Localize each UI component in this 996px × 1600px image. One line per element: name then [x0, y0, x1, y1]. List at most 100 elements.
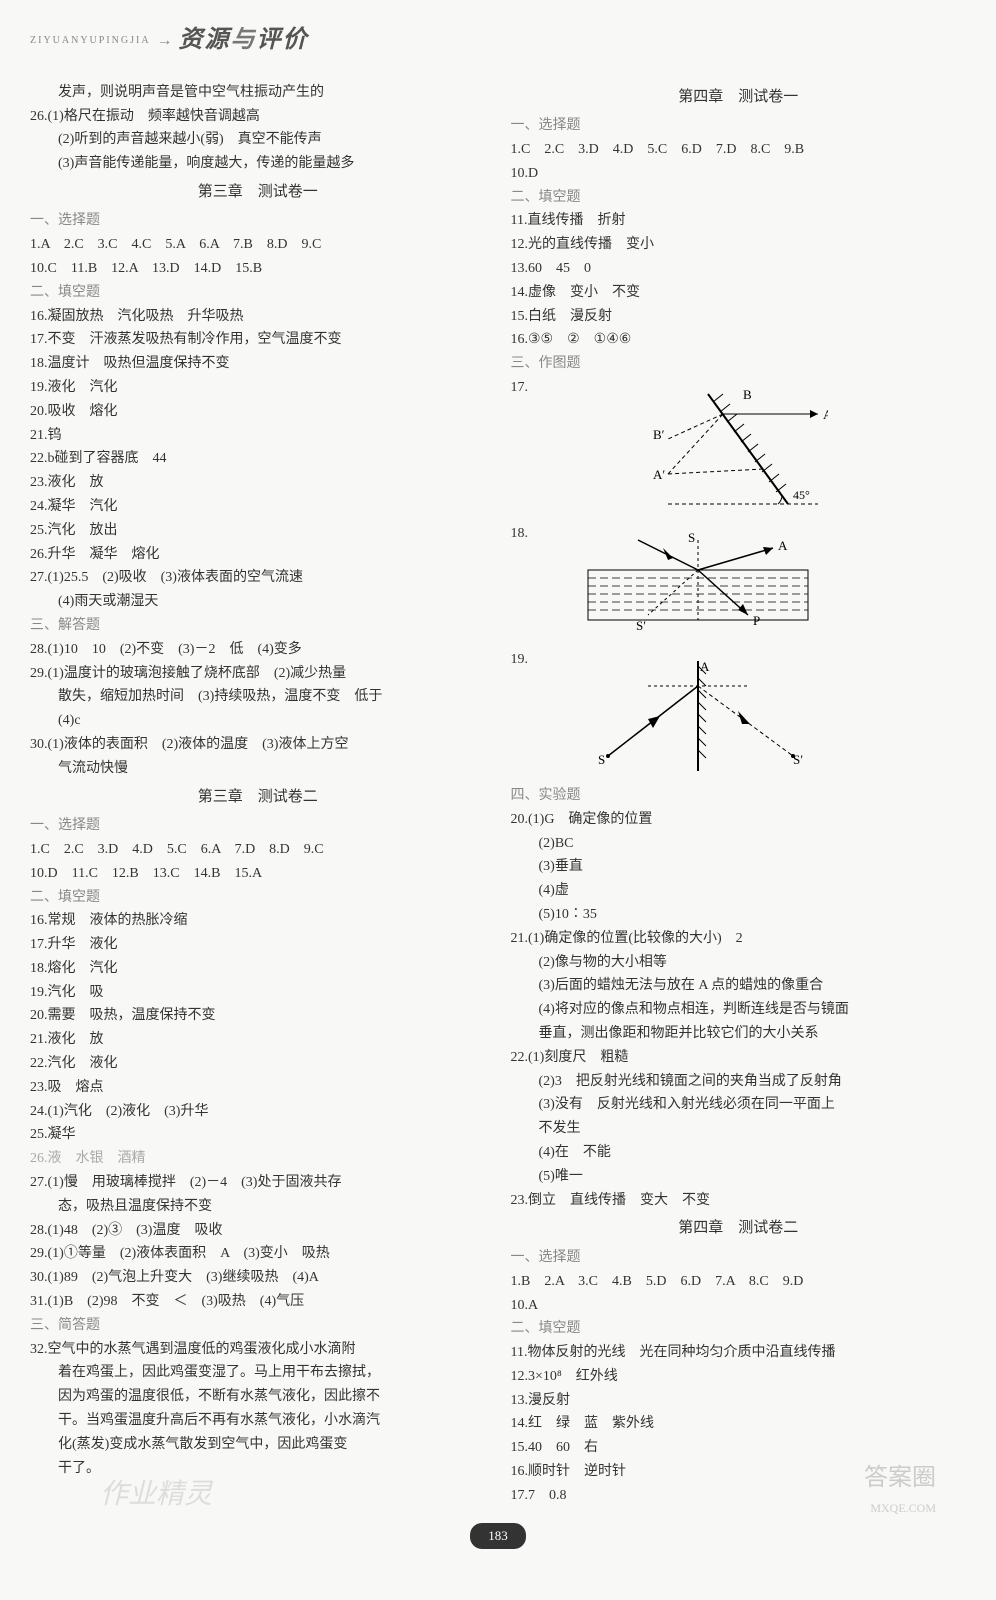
- answer-line: 化(蒸发)变成水蒸气散发到空气中，因此鸡蛋变: [30, 1433, 486, 1457]
- section-label: 四、实验题: [511, 784, 967, 808]
- answer-line: 18.熔化 汽化: [30, 957, 486, 981]
- answer-line: (5)唯一: [511, 1165, 967, 1189]
- answer-line: 23.倒立 直线传播 变大 不变: [511, 1189, 967, 1213]
- answer-line: 10.D 11.C 12.B 13.C 14.B 15.A: [30, 862, 486, 886]
- section-label: 一、选择题: [511, 114, 967, 138]
- diagram-label: 19.: [511, 648, 529, 672]
- svg-text:A′: A′: [653, 467, 665, 482]
- diagram-19: A S S′: [568, 656, 828, 776]
- text-line: (3)声音能传递能量，响度越大，传递的能量越多: [30, 152, 486, 176]
- svg-text:P: P: [753, 613, 760, 628]
- answer-line: 1.B 2.A 3.C 4.B 5.D 6.D 7.A 8.C 9.D: [511, 1270, 967, 1294]
- answer-line: 1.A 2.C 3.C 4.C 5.A 6.A 7.B 8.D 9.C: [30, 233, 486, 257]
- arrow-icon: →: [157, 27, 173, 54]
- answer-line: 31.(1)B (2)98 不变 ＜ (3)吸热 (4)气压: [30, 1290, 486, 1314]
- answer-line: 10.C 11.B 12.A 13.D 14.D 15.B: [30, 257, 486, 281]
- answer-line: (4)虚: [511, 879, 967, 903]
- chapter-title: 第三章 测试卷一: [30, 180, 486, 206]
- answer-line: 17.不变 汗液蒸发吸热有制冷作用，空气温度不变: [30, 328, 486, 352]
- answer-line: (4)雨天或潮湿天: [30, 590, 486, 614]
- answer-line: (4)在 不能: [511, 1141, 967, 1165]
- answer-line: 散失，缩短加热时间 (3)持续吸热，温度不变 低于: [30, 685, 486, 709]
- page-header: ZIYUANYUPINGJIA → 资源与评价: [30, 20, 966, 66]
- intro-block: 发声，则说明声音是管中空气柱振动产生的 26.(1)格尺在振动 频率越快音调越高…: [30, 81, 486, 176]
- answer-line: 29.(1)温度计的玻璃泡接触了烧杯底部 (2)减少热量: [30, 662, 486, 686]
- answer-line: 干了。: [30, 1457, 486, 1481]
- answer-line: 21.(1)确定像的位置(比较像的大小) 2: [511, 927, 967, 951]
- answer-line: 15.40 60 右: [511, 1436, 967, 1460]
- answer-line: 21.液化 放: [30, 1028, 486, 1052]
- answer-line: 28.(1)10 10 (2)不变 (3)－2 低 (4)变多: [30, 638, 486, 662]
- answer-line: (2)像与物的大小相等: [511, 951, 967, 975]
- answer-line: (2)3 把反射光线和镜面之间的夹角当成了反射角: [511, 1070, 967, 1094]
- right-column: 第四章 测试卷一 一、选择题 1.C 2.C 3.D 4.D 5.C 6.D 7…: [511, 81, 967, 1508]
- answer-line: 12.光的直线传播 变小: [511, 233, 967, 257]
- diagram-label: 18.: [511, 522, 529, 546]
- answer-line: 30.(1)89 (2)气泡上升变大 (3)继续吸热 (4)A: [30, 1266, 486, 1290]
- svg-text:A: A: [823, 407, 828, 422]
- answer-line: 16.顺时针 逆时针: [511, 1460, 967, 1484]
- svg-text:B: B: [743, 387, 752, 402]
- answer-line: 1.C 2.C 3.D 4.D 5.C 6.D 7.D 8.C 9.B: [511, 138, 967, 162]
- answer-line: 16.常规 液体的热胀冷缩: [30, 909, 486, 933]
- page-badge: 183: [470, 1523, 526, 1549]
- answer-line: (3)垂直: [511, 855, 967, 879]
- text-line: 发声，则说明声音是管中空气柱振动产生的: [30, 81, 486, 105]
- answer-line: (4)c: [30, 709, 486, 733]
- answer-line: 14.虚像 变小 不变: [511, 281, 967, 305]
- answer-line: (3)后面的蜡烛无法与放在 A 点的蜡烛的像重合: [511, 974, 967, 998]
- svg-text:45°: 45°: [793, 488, 810, 502]
- answer-line: 11.直线传播 折射: [511, 209, 967, 233]
- answer-line: 15.白纸 漫反射: [511, 305, 967, 329]
- section-label: 一、选择题: [30, 814, 486, 838]
- answer-line: 16.③⑤ ② ①④⑥: [511, 328, 967, 352]
- answer-line: 20.(1)G 确定像的位置: [511, 808, 967, 832]
- svg-text:S: S: [688, 530, 695, 545]
- answer-line: 25.凝华: [30, 1123, 486, 1147]
- answer-line: 25.汽化 放出: [30, 519, 486, 543]
- answer-line: 27.(1)慢 用玻璃棒搅拌 (2)－4 (3)处于固液共存: [30, 1171, 486, 1195]
- answer-line: 气流动快慢: [30, 757, 486, 781]
- chapter-title: 第三章 测试卷二: [30, 785, 486, 811]
- answer-line: 17.7 0.8: [511, 1484, 967, 1508]
- header-title: 资源与评价: [179, 20, 309, 61]
- answer-line: 20.需要 吸热，温度保持不变: [30, 1004, 486, 1028]
- answer-line: 26.液 水银 酒精: [30, 1147, 486, 1171]
- answer-line: (5)10∶35: [511, 903, 967, 927]
- section-label: 三、简答题: [30, 1314, 486, 1338]
- section-label: 二、填空题: [30, 281, 486, 305]
- text-line: (2)听到的声音越来越小(弱) 真空不能传声: [30, 128, 486, 152]
- section-label: 二、填空题: [30, 886, 486, 910]
- answer-line: 29.(1)①等量 (2)液体表面积 A (3)变小 吸热: [30, 1242, 486, 1266]
- svg-text:A: A: [778, 538, 788, 553]
- answer-line: 17.升华 液化: [30, 933, 486, 957]
- text-line: 26.(1)格尺在振动 频率越快音调越高: [30, 105, 486, 129]
- answer-line: 23.吸 熔点: [30, 1076, 486, 1100]
- answer-line: 26.升华 凝华 熔化: [30, 543, 486, 567]
- answer-line: 不发生: [511, 1117, 967, 1141]
- answer-line: 21.钨: [30, 424, 486, 448]
- answer-line: 24.(1)汽化 (2)液化 (3)升华: [30, 1100, 486, 1124]
- answer-line: 12.3×10⁸ 红外线: [511, 1365, 967, 1389]
- answer-line: 16.凝固放热 汽化吸热 升华吸热: [30, 305, 486, 329]
- answer-line: 10.A: [511, 1294, 967, 1318]
- page-number: 183: [30, 1523, 966, 1549]
- answer-line: 13.60 45 0: [511, 257, 967, 281]
- answer-line: 18.温度计 吸热但温度保持不变: [30, 352, 486, 376]
- diagram-18: S A S′ P: [568, 530, 828, 640]
- chapter-title: 第四章 测试卷二: [511, 1216, 967, 1242]
- chapter-title: 第四章 测试卷一: [511, 85, 967, 111]
- answer-line: 干。当鸡蛋温度升高后不再有水蒸气液化，小水滴汽: [30, 1409, 486, 1433]
- answer-line: 11.物体反射的光线 光在同种均匀介质中沿直线传播: [511, 1341, 967, 1365]
- answer-line: 10.D: [511, 162, 967, 186]
- answer-line: 24.凝华 汽化: [30, 495, 486, 519]
- answer-line: 23.液化 放: [30, 471, 486, 495]
- answer-line: 13.漫反射: [511, 1389, 967, 1413]
- section-label: 二、填空题: [511, 1317, 967, 1341]
- answer-line: 着在鸡蛋上，因此鸡蛋变湿了。马上用干布去擦拭，: [30, 1361, 486, 1385]
- answer-line: 20.吸收 熔化: [30, 400, 486, 424]
- two-column-layout: 发声，则说明声音是管中空气柱振动产生的 26.(1)格尺在振动 频率越快音调越高…: [30, 81, 966, 1508]
- left-column: 发声，则说明声音是管中空气柱振动产生的 26.(1)格尺在振动 频率越快音调越高…: [30, 81, 486, 1508]
- svg-text:S′: S′: [636, 618, 646, 633]
- answer-line: 32.空气中的水蒸气遇到温度低的鸡蛋液化成小水滴附: [30, 1338, 486, 1362]
